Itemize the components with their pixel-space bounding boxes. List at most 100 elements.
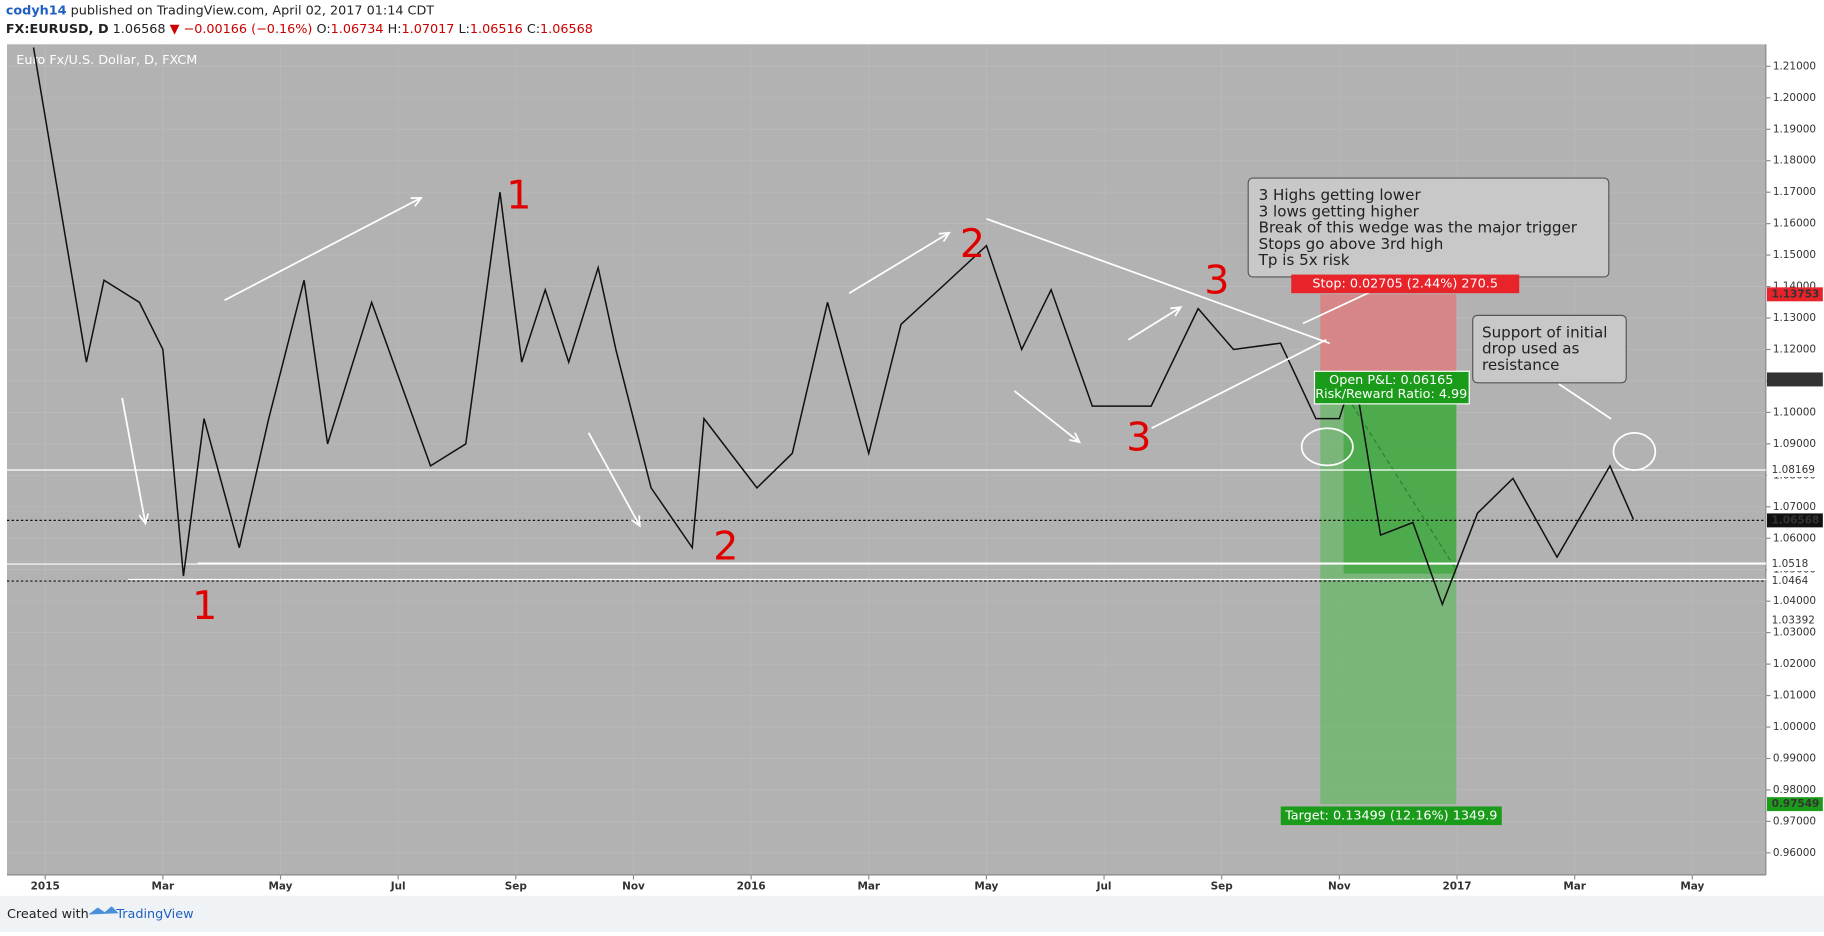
o: 1.06734 <box>331 22 384 37</box>
y-tick-label: 1.04000 <box>1773 595 1816 607</box>
price-tag-bg <box>1767 372 1823 387</box>
wave-number: 2 <box>960 221 985 267</box>
wave-number: 3 <box>1126 414 1151 460</box>
callout-text: Stops go above 3rd high <box>1259 235 1444 253</box>
y-tick-label: 1.10000 <box>1773 406 1816 418</box>
price-tag-bg <box>1767 557 1823 572</box>
price-tag-bg <box>1767 613 1823 628</box>
x-tick-label: 2017 <box>1442 881 1471 893</box>
l-label: L: <box>458 22 469 37</box>
x-tick-label: 2015 <box>31 881 60 893</box>
footer-brand[interactable]: TradingView <box>115 907 193 922</box>
x-tick-label: Mar <box>857 881 880 893</box>
callout-box <box>1472 314 1627 384</box>
y-tick-label: 1.02000 <box>1773 658 1816 670</box>
callout-text: 3 lows getting higher <box>1259 202 1420 220</box>
change: ▼ −0.00166 (−0.16%) <box>170 22 313 37</box>
price-tag: 1.03392 <box>1772 614 1815 626</box>
callout-text: 3 Highs getting lower <box>1259 186 1422 204</box>
wave-number: 1 <box>192 583 217 629</box>
y-tick-label: 1.03000 <box>1773 627 1816 639</box>
footer-bar <box>0 895 1824 932</box>
x-tick-label: May <box>1680 881 1704 893</box>
price-tag: 1.0518 <box>1772 558 1809 570</box>
y-tick-label: 1.12000 <box>1773 343 1816 355</box>
logo <box>88 906 119 915</box>
price-tag: 1.11048 <box>1772 373 1820 385</box>
pnl-label-bg <box>1313 370 1470 405</box>
y-tick-label: 0.96000 <box>1773 847 1816 859</box>
x-tick-label: Nov <box>622 881 645 893</box>
author[interactable]: codyh14 <box>6 3 67 18</box>
arrow <box>848 232 950 295</box>
x-tick-label: 2016 <box>737 881 766 893</box>
callout-text: resistance <box>1482 356 1559 374</box>
y-tick-label: 0.98000 <box>1773 784 1816 796</box>
callout-text: Support of initial <box>1482 323 1607 341</box>
y-tick-label: 1.17000 <box>1773 186 1816 198</box>
header-line-2: FX:EURUSD, D 1.06568 ▼ −0.00166 (−0.16%)… <box>6 22 593 37</box>
h-label: H: <box>388 22 402 37</box>
wave-number: 1 <box>506 172 531 218</box>
x-tick-label: Mar <box>152 881 175 893</box>
trend-line <box>1302 290 1374 325</box>
callout-text: Tp is 5x risk <box>1258 251 1350 269</box>
y-tick-label: 1.15000 <box>1773 249 1816 261</box>
x-tick-label: Sep <box>505 881 528 893</box>
price-tag: 1.06568 <box>1772 514 1820 526</box>
stop-label-bg <box>1291 274 1520 294</box>
header-line-1: codyh14 published on TradingView.com, Ap… <box>6 3 434 18</box>
y-tick-label: 1.00000 <box>1773 721 1816 733</box>
o-label: O: <box>316 22 330 37</box>
x-tick-label: Jul <box>390 881 406 893</box>
y-tick-label: 1.16000 <box>1773 218 1816 230</box>
circle-mark <box>1300 427 1354 467</box>
x-tick-label: May <box>974 881 998 893</box>
last: 1.06568 <box>113 22 166 37</box>
y-tick-label: 1.18000 <box>1773 155 1816 167</box>
y-tick-label: 0.97000 <box>1773 815 1816 827</box>
stop-label: Stop: 0.02705 (2.44%) 270.5 <box>1312 276 1498 291</box>
trend-line <box>1151 339 1327 429</box>
h: 1.07017 <box>402 22 455 37</box>
arrow <box>1013 390 1081 443</box>
x-tick-label: Jul <box>1096 881 1112 893</box>
arrow <box>1127 306 1182 341</box>
price-tag: 1.08169 <box>1772 464 1815 476</box>
c: 1.06568 <box>540 22 593 37</box>
y-tick-label: 1.06000 <box>1773 532 1816 544</box>
callout-text: drop used as <box>1482 340 1580 358</box>
c-label: C: <box>527 22 540 37</box>
y-tick-label: 1.13000 <box>1773 312 1816 324</box>
price-tag: 0.97549 <box>1772 798 1820 810</box>
price-tag: 1.0464 <box>1772 575 1809 587</box>
y-tick-label: 1.07000 <box>1773 501 1816 513</box>
target-label-bg <box>1280 806 1502 826</box>
price-tag-bg <box>1767 797 1823 812</box>
price-tag-bg <box>1767 513 1823 528</box>
plot-area <box>6 44 1766 875</box>
arrow-head <box>938 231 951 243</box>
trend-line <box>1558 383 1612 420</box>
rr-label: Risk/Reward Ratio: 4.99 <box>1315 387 1467 402</box>
y-tick-label: 1.19000 <box>1773 123 1816 135</box>
price-tag: 1.13753 <box>1772 288 1820 300</box>
reward-progress <box>1343 402 1457 574</box>
y-tick-label: 0.99000 <box>1773 752 1816 764</box>
arrow-head <box>138 513 150 526</box>
symbol: FX:EURUSD, D <box>6 22 109 37</box>
price-tag-bg <box>1767 287 1823 302</box>
arrow-head <box>1170 306 1183 317</box>
arrow-head <box>630 515 641 528</box>
y-tick-label: 1.01000 <box>1773 690 1816 702</box>
x-tick-label: Nov <box>1328 881 1351 893</box>
trend-line <box>986 217 1330 345</box>
pnl-label: Open P&L: 0.06165 <box>1329 373 1453 388</box>
x-tick-label: Sep <box>1211 881 1234 893</box>
y-tick-label: 1.21000 <box>1773 60 1816 72</box>
price-tag-bg <box>1767 463 1823 477</box>
x-tick-label: May <box>269 881 293 893</box>
target-label: Target: 0.13499 (12.16%) 1349.9 <box>1284 808 1497 823</box>
circle-mark <box>1612 431 1657 471</box>
